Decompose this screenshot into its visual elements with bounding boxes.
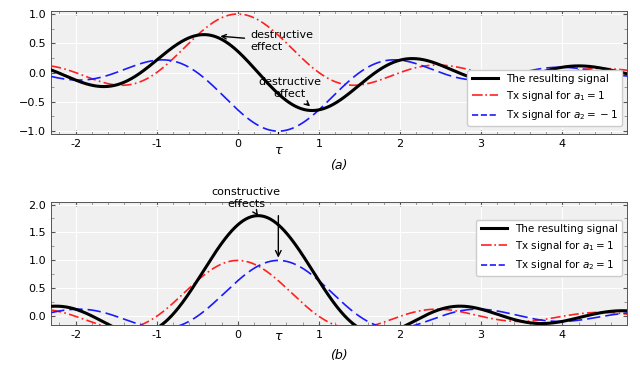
Text: constructive
effects: constructive effects — [211, 187, 280, 214]
Text: destructive
effect: destructive effect — [222, 30, 313, 52]
Text: destructive
effect: destructive effect — [258, 77, 321, 105]
Text: (a): (a) — [330, 159, 348, 172]
Text: $\tau$: $\tau$ — [273, 144, 283, 157]
Text: $\tau$: $\tau$ — [273, 330, 283, 343]
Legend: The resulting signal, Tx signal for $a_1 = 1$, Tx signal for $a_2 = 1$: The resulting signal, Tx signal for $a_1… — [476, 220, 622, 276]
Text: (b): (b) — [330, 349, 348, 362]
Legend: The resulting signal, Tx signal for $a_1 = 1$, Tx signal for $a_2 = -1$: The resulting signal, Tx signal for $a_1… — [467, 70, 622, 127]
